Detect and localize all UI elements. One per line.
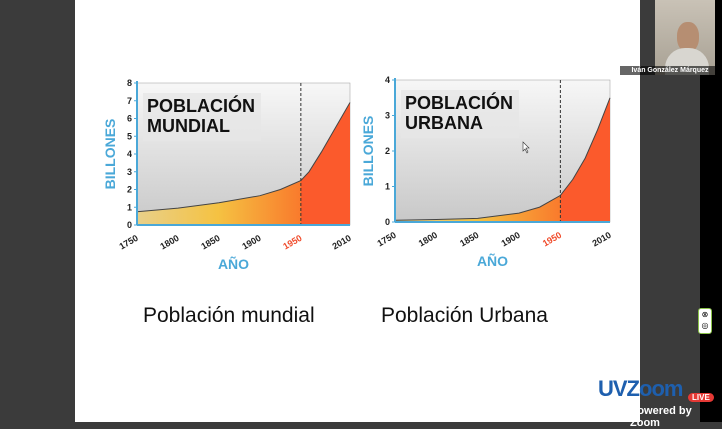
settings-icon[interactable]: ◎ bbox=[701, 321, 709, 330]
y-tick-label: 0 bbox=[385, 217, 390, 227]
x-tick-label: 1950 bbox=[281, 233, 303, 252]
caption-urban: Población Urbana bbox=[381, 304, 548, 327]
y-tick-label: 3 bbox=[127, 167, 132, 177]
side-toolbar[interactable]: ⊗ ◎ bbox=[698, 308, 712, 334]
y-axis-label: BILLONES bbox=[360, 116, 376, 187]
mouse-cursor-icon bbox=[522, 141, 530, 154]
series-line bbox=[136, 102, 351, 213]
x-axis-label: AÑO bbox=[218, 255, 249, 272]
live-badge: LIVE bbox=[688, 393, 714, 402]
y-tick-label: 7 bbox=[127, 96, 132, 106]
series-line bbox=[394, 97, 611, 221]
y-axis-label: BILLONES bbox=[102, 119, 118, 190]
y-tick-label: 8 bbox=[127, 78, 132, 88]
area-series bbox=[137, 102, 350, 225]
y-tick-label: 1 bbox=[127, 202, 132, 212]
y-tick-label: 0 bbox=[127, 220, 132, 230]
y-tick-label: 2 bbox=[127, 185, 132, 195]
uvzoom-logo: UVZoom bbox=[598, 376, 683, 401]
x-tick-label: 1800 bbox=[158, 233, 180, 252]
participant-name: Iván González Márquez bbox=[620, 66, 720, 75]
close-icon[interactable]: ⊗ bbox=[701, 310, 709, 319]
title-box bbox=[143, 93, 261, 141]
y-tick-label: 4 bbox=[385, 75, 390, 85]
chart-title-line: URBANA bbox=[405, 113, 483, 133]
x-tick-label: 2010 bbox=[590, 230, 612, 249]
x-axis-label: AÑO bbox=[477, 252, 508, 269]
area-series bbox=[395, 97, 610, 222]
x-tick-label: 1750 bbox=[117, 233, 139, 252]
x-tick-label: 1950 bbox=[541, 230, 563, 249]
title-box bbox=[401, 90, 519, 138]
y-tick-label: 5 bbox=[127, 131, 132, 141]
x-tick-label: 2010 bbox=[330, 233, 352, 252]
chart-title-line: POBLACIÓN bbox=[405, 92, 513, 113]
x-tick-label: 1900 bbox=[499, 230, 521, 249]
x-tick-label: 1900 bbox=[240, 233, 262, 252]
y-tick-label: 2 bbox=[385, 146, 390, 156]
y-tick-label: 3 bbox=[385, 111, 390, 121]
x-tick-label: 1800 bbox=[417, 230, 439, 249]
y-tick-label: 4 bbox=[127, 149, 132, 159]
participant-face bbox=[677, 22, 699, 52]
x-tick-label: 1850 bbox=[458, 230, 480, 249]
y-tick-label: 6 bbox=[127, 114, 132, 124]
chart-title-line: POBLACIÓN bbox=[147, 95, 255, 116]
caption-world: Población mundial bbox=[143, 304, 315, 327]
x-tick-label: 1750 bbox=[375, 230, 397, 249]
x-tick-label: 1850 bbox=[199, 233, 221, 252]
y-tick-label: 1 bbox=[385, 182, 390, 192]
chart-title-line: MUNDIAL bbox=[147, 116, 230, 136]
